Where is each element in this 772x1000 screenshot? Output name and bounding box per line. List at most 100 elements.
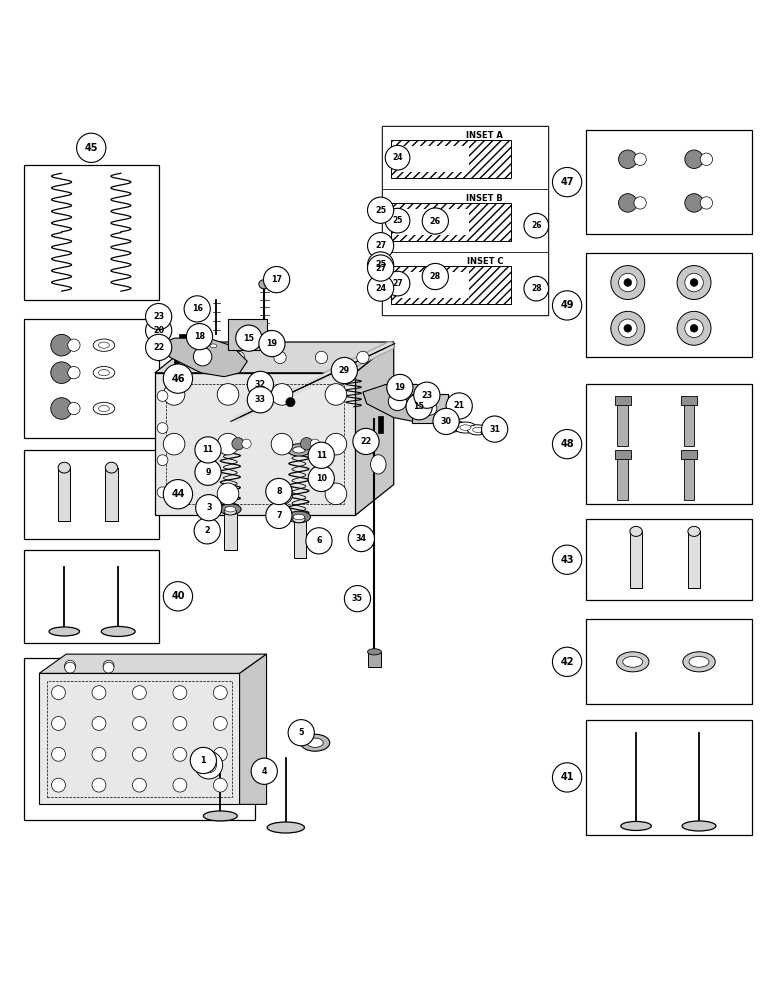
Circle shape: [195, 459, 221, 485]
Text: INSET B: INSET B: [466, 194, 503, 203]
Bar: [391, 266, 511, 304]
Bar: [167, 384, 344, 504]
Ellipse shape: [219, 504, 241, 515]
Circle shape: [164, 582, 192, 611]
Circle shape: [195, 437, 221, 463]
Circle shape: [618, 319, 637, 338]
Circle shape: [195, 495, 222, 521]
Circle shape: [677, 311, 711, 345]
Bar: [684, 457, 695, 500]
Ellipse shape: [224, 508, 236, 515]
Circle shape: [157, 391, 168, 401]
Text: 49: 49: [560, 300, 574, 310]
Bar: [618, 457, 628, 500]
Text: INSET C: INSET C: [466, 257, 503, 266]
Circle shape: [271, 483, 293, 505]
Ellipse shape: [287, 511, 310, 523]
Text: 28: 28: [531, 284, 542, 293]
Text: 3: 3: [206, 503, 212, 512]
Circle shape: [308, 465, 334, 492]
Ellipse shape: [460, 425, 471, 430]
Text: 17: 17: [271, 275, 282, 284]
Text: 27: 27: [375, 264, 386, 273]
Text: INSET A: INSET A: [466, 131, 503, 140]
Bar: [24, 550, 159, 643]
Circle shape: [422, 263, 449, 290]
Circle shape: [201, 757, 216, 773]
Circle shape: [213, 747, 227, 761]
Circle shape: [65, 662, 76, 673]
Circle shape: [193, 347, 212, 366]
Circle shape: [348, 525, 374, 552]
Text: 25: 25: [392, 216, 403, 225]
Circle shape: [685, 194, 703, 212]
Text: 44: 44: [171, 489, 185, 499]
Circle shape: [133, 778, 147, 792]
Circle shape: [367, 275, 394, 301]
Text: 35: 35: [352, 594, 363, 603]
Circle shape: [52, 747, 66, 761]
Ellipse shape: [58, 462, 70, 473]
Circle shape: [524, 213, 549, 238]
Circle shape: [325, 433, 347, 455]
Circle shape: [232, 351, 245, 364]
Bar: [228, 319, 266, 350]
Text: 29: 29: [339, 366, 350, 375]
Circle shape: [194, 518, 220, 544]
Bar: [615, 396, 631, 405]
Circle shape: [173, 717, 187, 730]
Polygon shape: [39, 654, 266, 673]
Ellipse shape: [441, 420, 465, 432]
Circle shape: [406, 394, 432, 420]
Text: 28: 28: [430, 272, 441, 281]
Bar: [155, 373, 355, 515]
Bar: [174, 348, 178, 365]
Bar: [382, 189, 548, 252]
Text: 42: 42: [560, 657, 574, 667]
Text: 2: 2: [205, 526, 210, 535]
Text: 40: 40: [171, 591, 185, 601]
Circle shape: [618, 273, 637, 292]
Ellipse shape: [293, 516, 305, 523]
Circle shape: [173, 686, 187, 700]
Circle shape: [164, 433, 185, 455]
Circle shape: [690, 324, 698, 332]
Bar: [24, 319, 159, 438]
Circle shape: [385, 208, 410, 233]
Circle shape: [422, 208, 449, 234]
Circle shape: [52, 778, 66, 792]
Circle shape: [157, 487, 168, 498]
Text: 33: 33: [255, 395, 266, 404]
Ellipse shape: [267, 822, 304, 833]
Circle shape: [213, 686, 227, 700]
Bar: [367, 652, 381, 667]
Ellipse shape: [300, 734, 330, 751]
Circle shape: [247, 387, 273, 413]
Circle shape: [184, 296, 210, 322]
Ellipse shape: [688, 526, 700, 536]
Text: 23: 23: [422, 391, 432, 400]
Circle shape: [423, 401, 437, 415]
Circle shape: [367, 233, 394, 259]
Circle shape: [239, 327, 255, 342]
Circle shape: [331, 357, 357, 384]
Bar: [684, 404, 695, 446]
Text: 4: 4: [262, 767, 267, 776]
Circle shape: [52, 717, 66, 730]
Bar: [587, 720, 752, 835]
Ellipse shape: [689, 656, 709, 667]
Circle shape: [274, 351, 286, 364]
Text: 25: 25: [375, 260, 386, 269]
Circle shape: [325, 384, 347, 405]
Text: 48: 48: [560, 439, 574, 449]
Ellipse shape: [203, 811, 237, 821]
Polygon shape: [355, 342, 394, 515]
Ellipse shape: [367, 649, 381, 655]
Circle shape: [690, 279, 698, 286]
Bar: [587, 384, 752, 504]
Circle shape: [266, 478, 292, 505]
Circle shape: [388, 392, 407, 411]
Ellipse shape: [293, 514, 305, 520]
Circle shape: [51, 362, 73, 383]
Circle shape: [51, 398, 73, 419]
